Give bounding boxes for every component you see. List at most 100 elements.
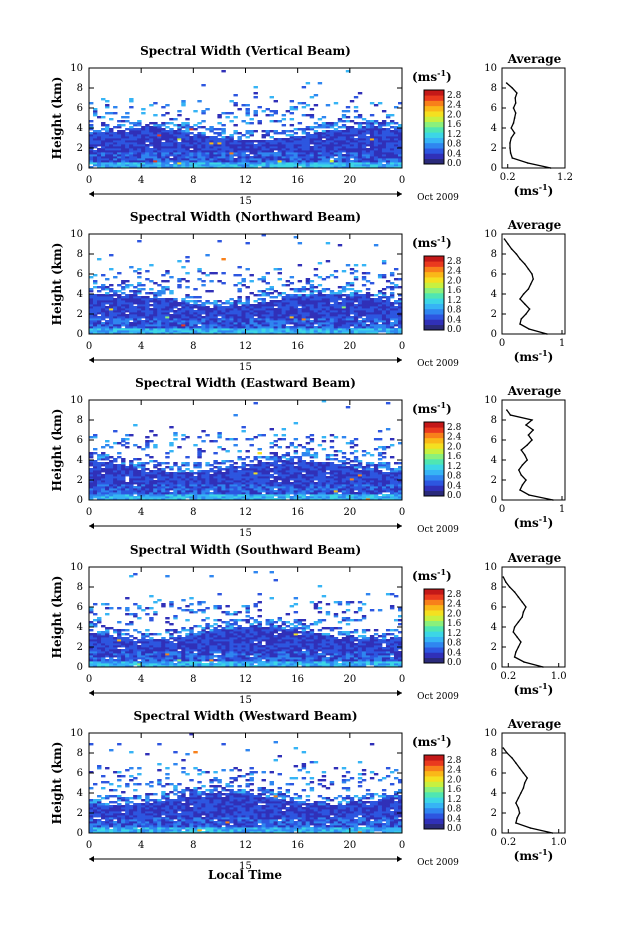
- heatmap-cell: [185, 468, 190, 471]
- heatmap-cell: [101, 116, 106, 119]
- heatmap-cell: [117, 470, 122, 473]
- heatmap-cell: [149, 482, 154, 485]
- heatmap-cell: [225, 482, 230, 485]
- heatmap-cell: [117, 138, 122, 141]
- heatmap-cell: [117, 494, 122, 497]
- heatmap-cell: [105, 492, 110, 495]
- heatmap-cell: [129, 134, 134, 137]
- heatmap-cell: [205, 314, 210, 317]
- heatmap-cell: [237, 152, 242, 155]
- heatmap-cell: [181, 492, 186, 495]
- heatmap-cell: [357, 140, 363, 143]
- heatmap-cell: [109, 492, 114, 495]
- profile-y-tick-label: 8: [491, 249, 497, 260]
- heatmap-cell: [313, 478, 319, 481]
- heatmap-cell: [229, 490, 234, 493]
- heatmap-cell: [281, 162, 287, 165]
- heatmap-cell: [165, 122, 170, 125]
- heatmap-cell: [181, 470, 186, 473]
- heatmap-cell: [289, 308, 295, 311]
- heatmap-cell: [261, 498, 266, 501]
- heatmap-cell: [273, 132, 278, 135]
- heatmap-cell: [361, 128, 367, 131]
- heatmap-cell: [293, 146, 299, 149]
- heatmap-cell: [145, 152, 150, 155]
- heatmap-cell: [249, 484, 254, 487]
- heatmap-cell: [117, 312, 122, 315]
- heatmap-cell: [141, 322, 146, 325]
- heatmap-cell: [341, 158, 347, 161]
- heatmap-cell: [185, 156, 190, 159]
- heatmap-cell: [345, 472, 351, 475]
- heatmap-cell: [225, 470, 230, 473]
- heatmap-cell: [317, 310, 323, 313]
- heatmap-cell: [365, 144, 371, 147]
- heatmap-cell: [301, 86, 307, 89]
- heatmap-cell: [337, 496, 343, 499]
- heatmap-cell: [349, 330, 355, 333]
- heatmap-cell: [341, 306, 347, 309]
- heatmap-cell: [309, 150, 315, 153]
- heatmap-cell: [329, 152, 335, 155]
- heatmap-cell: [105, 126, 110, 129]
- heatmap-cell: [153, 294, 158, 297]
- heatmap-cell: [337, 144, 343, 147]
- heatmap-cell: [269, 140, 274, 143]
- heatmap-cell: [225, 156, 230, 159]
- heatmap-cell: [357, 330, 363, 333]
- heatmap-cell: [289, 154, 295, 157]
- heatmap-cell: [273, 110, 278, 113]
- heatmap-cell: [145, 320, 150, 323]
- heatmap-cell: [129, 266, 134, 269]
- heatmap-cell: [349, 318, 355, 321]
- heatmap-cell: [357, 138, 363, 141]
- heatmap-cell: [209, 486, 214, 489]
- heatmap-cell: [221, 448, 226, 451]
- heatmap-cell: [245, 332, 250, 335]
- heatmap-cell: [121, 316, 126, 319]
- heatmap-cell: [337, 138, 343, 141]
- heatmap-cell: [173, 154, 178, 157]
- heatmap-cell: [201, 136, 206, 139]
- heatmap-cell: [173, 148, 178, 151]
- heatmap-cell: [153, 140, 158, 143]
- heatmap-cell: [349, 498, 355, 501]
- heatmap-cell: [309, 280, 315, 283]
- heatmap-cell: [269, 496, 274, 499]
- heatmap-cell: [297, 314, 303, 317]
- heatmap-cell: [241, 498, 246, 501]
- heatmap-cell: [285, 464, 291, 467]
- heatmap-cell: [293, 150, 299, 153]
- heatmap-cell: [137, 482, 142, 485]
- heatmap-cell: [365, 310, 371, 313]
- heatmap-cell: [117, 126, 122, 129]
- heatmap-cell: [181, 164, 186, 167]
- heatmap-cell: [325, 324, 331, 327]
- heatmap-cell: [93, 152, 98, 155]
- heatmap-cell: [341, 320, 347, 323]
- heatmap-cell: [317, 468, 323, 471]
- heatmap-cell: [197, 158, 202, 161]
- heatmap-cell: [273, 320, 278, 323]
- heatmap-cell: [245, 122, 250, 125]
- heatmap-cell: [321, 134, 327, 137]
- heatmap-cell: [385, 132, 391, 135]
- heatmap-cell: [393, 278, 399, 281]
- heatmap-cell: [105, 482, 110, 485]
- heatmap-cell: [261, 488, 266, 491]
- heatmap-cell: [217, 122, 222, 125]
- heatmap-cell: [241, 320, 246, 323]
- heatmap-cell: [325, 316, 331, 319]
- heatmap-cell: [353, 160, 359, 163]
- heatmap-cell: [349, 134, 355, 137]
- heatmap-cell: [193, 322, 198, 325]
- heatmap-cell: [209, 154, 214, 157]
- heatmap-cell: [113, 478, 118, 481]
- heatmap-cell: [265, 322, 270, 325]
- heatmap-cell: [341, 452, 347, 455]
- heatmap-cell: [277, 446, 283, 449]
- heatmap-cell: [309, 454, 315, 457]
- heatmap-cell: [185, 300, 190, 303]
- heatmap-cell: [345, 330, 351, 333]
- heatmap-cell: [221, 462, 226, 465]
